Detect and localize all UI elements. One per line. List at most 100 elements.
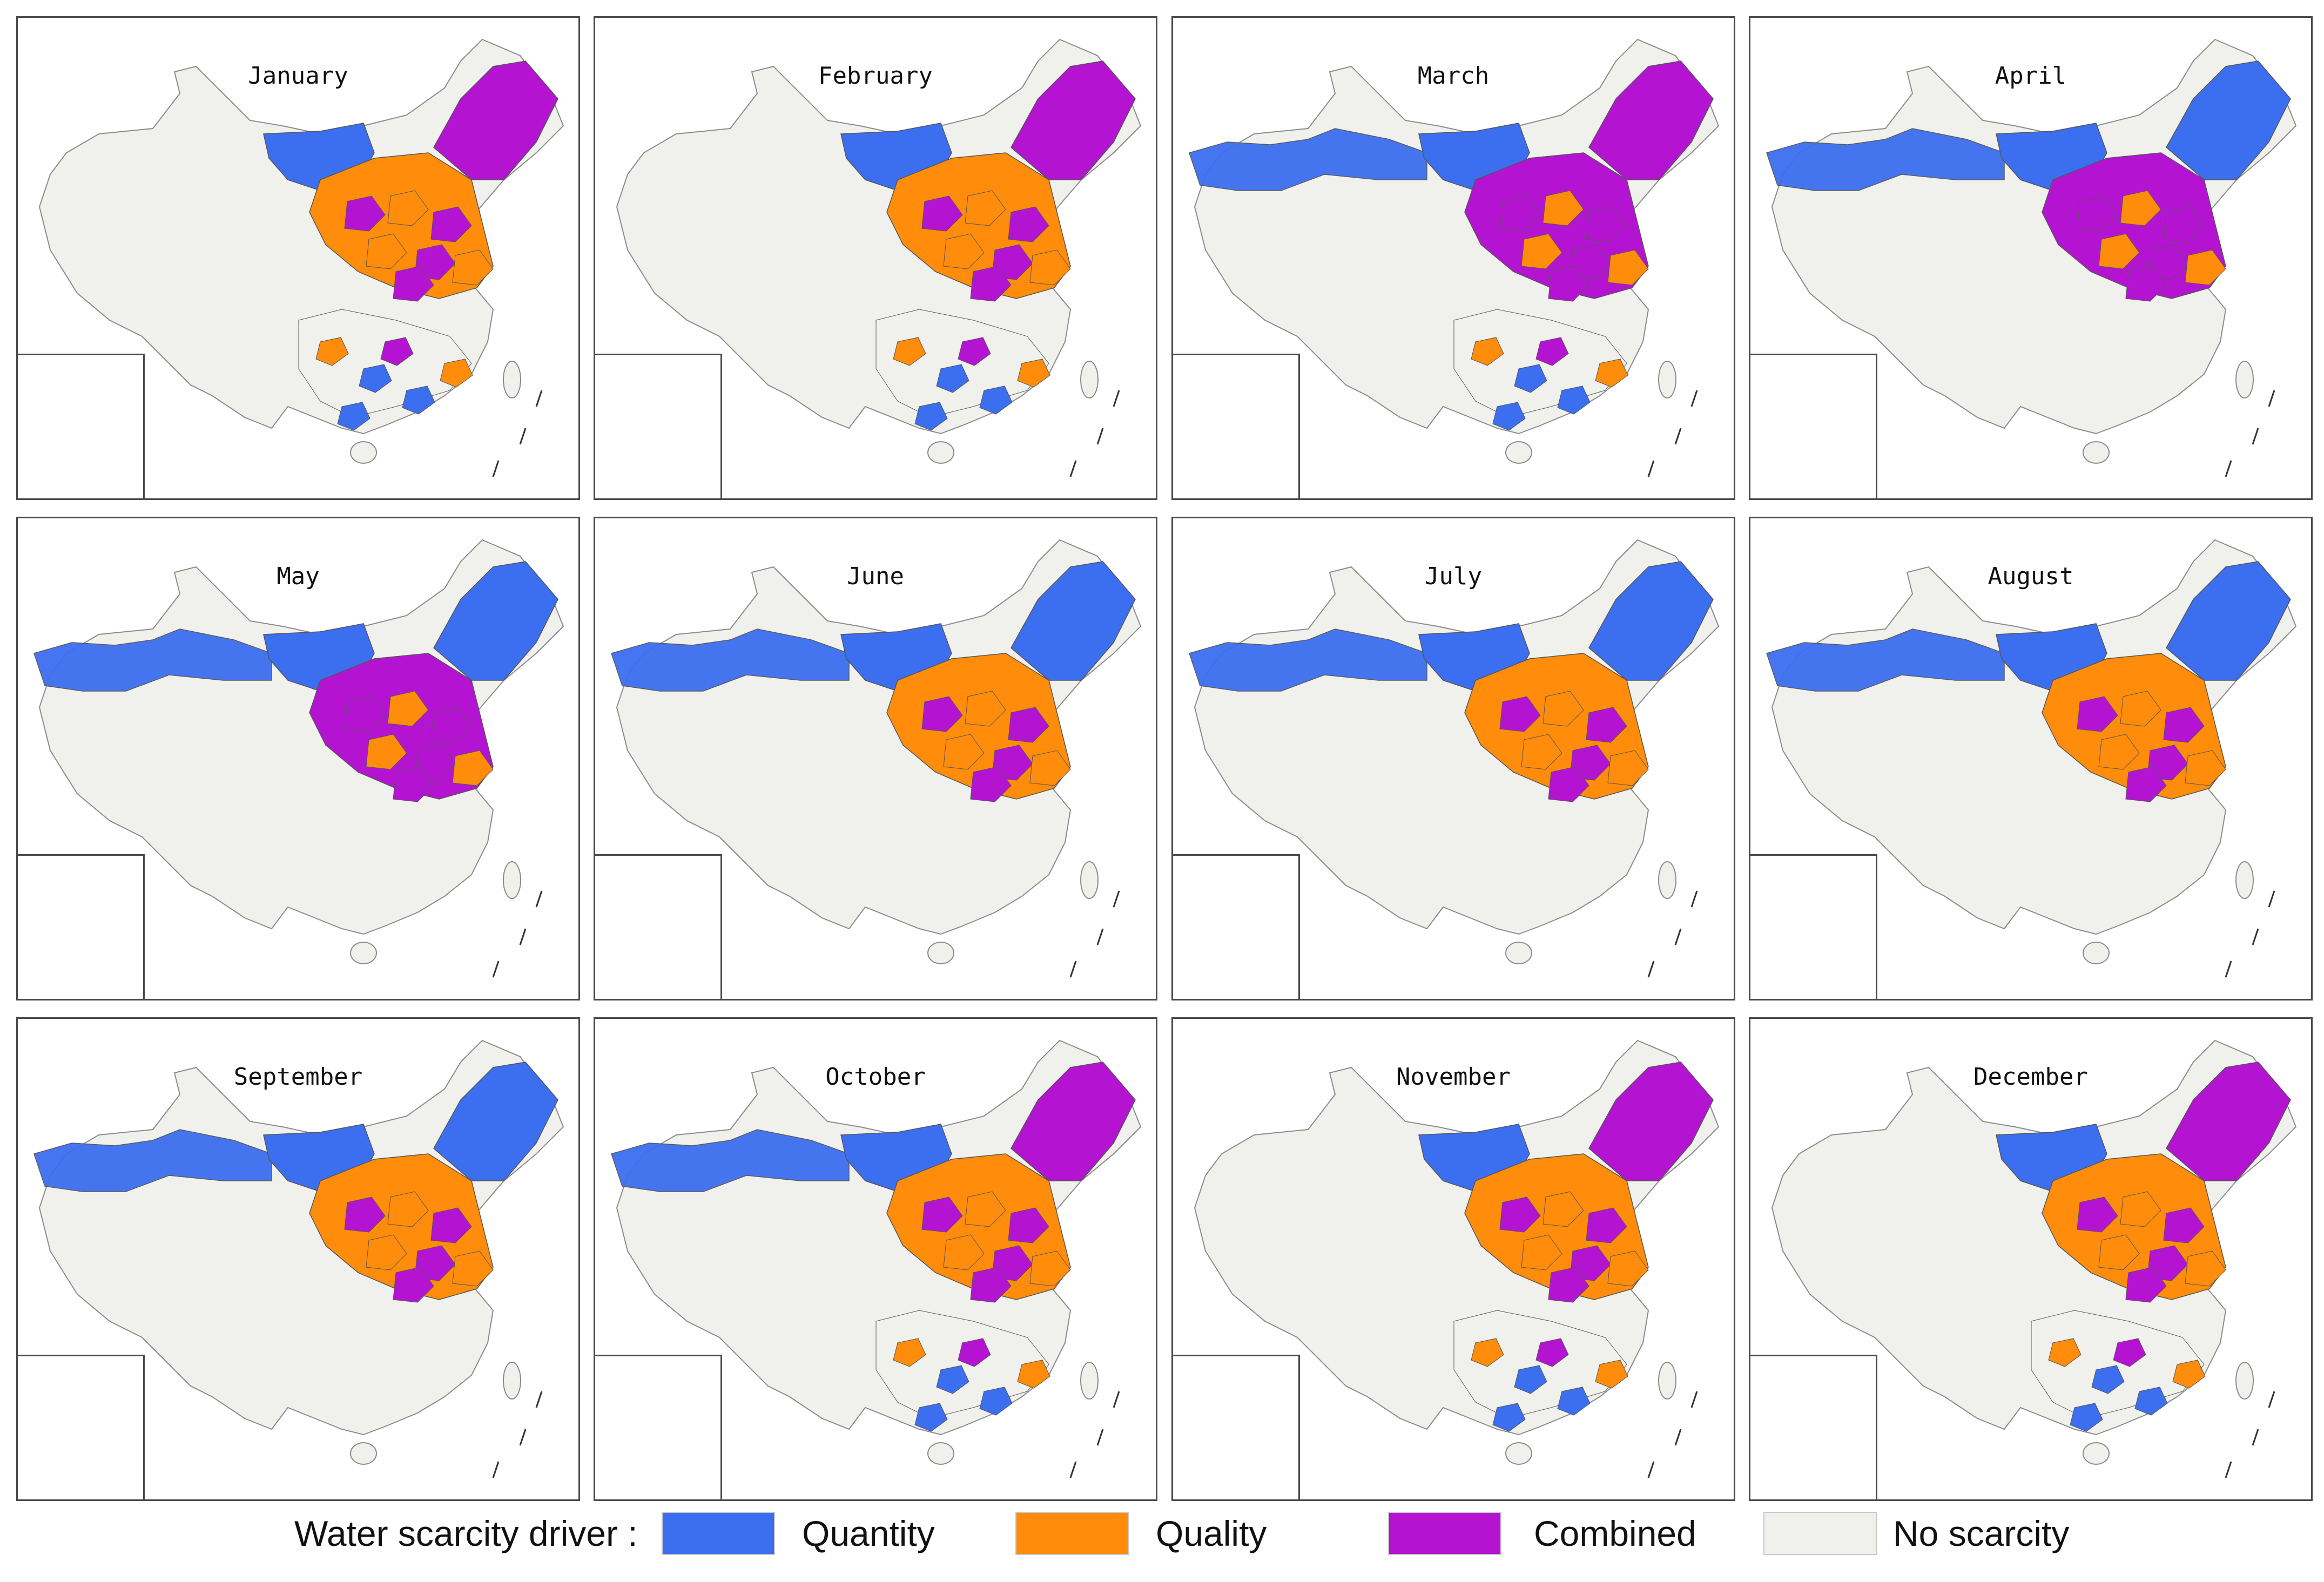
region-northeast — [433, 561, 558, 681]
province-patch-south — [1492, 402, 1526, 431]
region-northeast — [1011, 60, 1136, 180]
province-patch — [2120, 190, 2161, 226]
province-patch — [943, 1234, 985, 1270]
region-northeast — [2166, 60, 2291, 180]
province-patch-south — [2070, 1403, 2103, 1432]
maritime-boundary-mark — [2225, 961, 2232, 978]
maritime-boundary-mark — [1674, 428, 1682, 445]
province-patch — [2163, 1207, 2205, 1243]
province-patch — [366, 734, 407, 770]
province-patch — [1008, 1207, 1049, 1243]
province-patch — [2077, 696, 2118, 732]
taiwan-island — [2235, 361, 2254, 398]
panel-title: February — [818, 62, 933, 90]
province-patch-south — [1514, 1365, 1547, 1394]
province-patch-south — [893, 337, 926, 366]
maritime-boundary-mark — [1069, 961, 1077, 978]
china-map — [1766, 539, 2297, 978]
province-patch-south — [1017, 359, 1050, 388]
hainan-island — [927, 441, 954, 464]
province-patch — [2185, 1250, 2226, 1287]
province-patch — [344, 1196, 386, 1233]
panel-title: May — [277, 563, 320, 590]
maritime-boundary-mark — [2225, 460, 2232, 477]
maritime-boundary-mark — [1113, 390, 1120, 407]
china-map — [611, 539, 1142, 978]
hainan-island — [2083, 942, 2110, 964]
province-patch-south — [315, 337, 349, 366]
province-patch-south — [359, 364, 392, 393]
map-panel-april: April — [1749, 16, 2313, 500]
maritime-boundary-mark — [1690, 890, 1698, 908]
province-patch — [387, 1191, 429, 1227]
province-patch-south — [1535, 1338, 1569, 1367]
province-patch — [2098, 1234, 2140, 1270]
region-far-west — [611, 1129, 850, 1192]
province-patch — [344, 696, 386, 732]
south-china-sea-inset — [595, 1355, 722, 1499]
province-patch — [430, 1207, 472, 1243]
south-china-sea-inset — [1750, 354, 1877, 498]
province-patch — [1499, 696, 1541, 732]
province-patch — [921, 195, 963, 232]
province-patch-south — [979, 1387, 1013, 1416]
taiwan-island — [2235, 861, 2254, 899]
province-patch — [1542, 190, 1584, 226]
province-patch-south — [1557, 1387, 1591, 1416]
map-panel-july: July — [1171, 517, 1735, 1000]
region-far-west — [1189, 628, 1427, 692]
province-patch — [1542, 1191, 1584, 1227]
china-map — [616, 38, 1142, 477]
province-patch-south — [914, 402, 948, 431]
hainan-island — [1505, 441, 1532, 464]
legend-label-combined: Combined — [1534, 1513, 1696, 1553]
region-far-west — [33, 628, 272, 692]
hainan-island — [350, 1442, 377, 1465]
province-patch — [970, 1267, 1012, 1303]
legend-label-no-scarcity: No scarcity — [1893, 1513, 2070, 1553]
hainan-island — [2083, 1442, 2110, 1465]
province-patch — [393, 266, 434, 302]
south-china-sea-inset — [1173, 1355, 1300, 1499]
region-northeast — [1588, 1062, 1714, 1181]
province-patch — [2125, 766, 2167, 802]
taiwan-island — [1080, 1362, 1099, 1400]
province-patch — [2125, 266, 2167, 302]
province-patch — [965, 1191, 1006, 1227]
maritime-boundary-mark — [535, 390, 543, 407]
province-patch — [2077, 195, 2118, 232]
region-far-west — [1189, 128, 1427, 191]
region-far-west — [1766, 628, 2005, 692]
maritime-boundary-mark — [492, 1461, 500, 1478]
map-panel-august: August — [1749, 517, 2313, 1000]
taiwan-island — [503, 1362, 521, 1400]
province-patch — [2163, 707, 2205, 743]
legend-swatch-quality — [1015, 1512, 1129, 1555]
province-patch-south — [1471, 1338, 1504, 1367]
maritime-boundary-mark — [2252, 428, 2259, 445]
province-patch — [1521, 734, 1562, 770]
maritime-boundary-mark — [1096, 928, 1104, 945]
taiwan-island — [1658, 861, 1676, 899]
south-china-sea-inset — [595, 354, 722, 498]
china-map — [33, 1039, 564, 1478]
province-patch-south — [337, 402, 371, 431]
region-south — [1453, 309, 1627, 418]
region-northeast — [1011, 1062, 1136, 1181]
map-panel-may: May — [16, 517, 580, 1000]
region-far-west — [1766, 128, 2005, 191]
maritime-boundary-mark — [1113, 890, 1120, 908]
maritime-boundary-mark — [2268, 1391, 2275, 1408]
province-patch — [1586, 707, 1627, 743]
maritime-boundary-mark — [1674, 1429, 1682, 1446]
province-patch — [1029, 249, 1071, 286]
province-patch — [970, 766, 1012, 802]
maritime-boundary-mark — [2252, 928, 2259, 945]
maritime-boundary-mark — [1647, 961, 1655, 978]
south-china-sea-inset — [595, 854, 722, 999]
province-patch — [1607, 1250, 1649, 1287]
legend-swatch-quantity — [662, 1512, 775, 1555]
maritime-boundary-mark — [2268, 890, 2275, 908]
south-china-sea-inset — [1173, 354, 1300, 498]
